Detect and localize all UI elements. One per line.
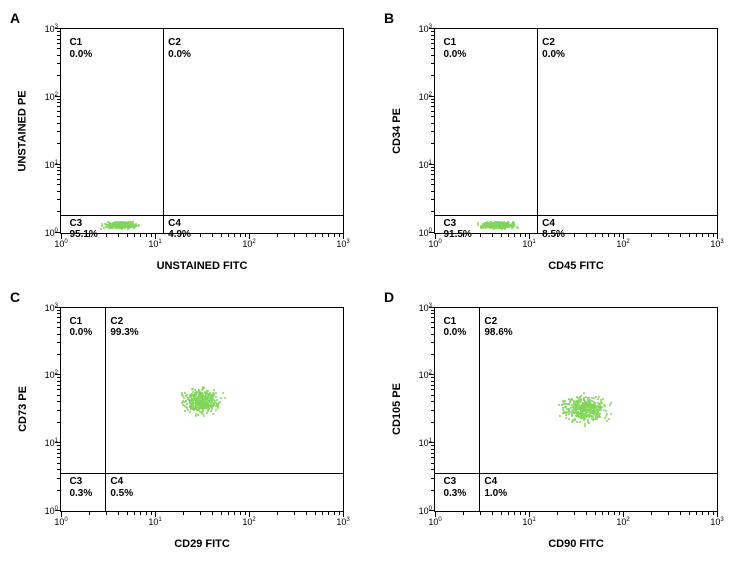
quadrant-label-c3: C3 0.3% [443, 476, 466, 499]
y-axis-label: UNSTAINED PE [16, 28, 30, 234]
x-tick-label: 102 [616, 517, 629, 527]
x-axis-label: CD45 FITC [434, 260, 718, 272]
panel-letter: B [384, 10, 394, 26]
x-tick-label: 102 [616, 239, 629, 249]
quadrant-vline [537, 29, 538, 233]
y-axis-label: CD105 PE [390, 307, 404, 513]
quadrant-hline [435, 215, 717, 216]
x-tick-label: 100 [428, 239, 441, 249]
quadrant-label-c4: C4 8.5% [542, 218, 565, 241]
quadrant-hline [435, 473, 717, 474]
y-tick-label: 103 [419, 24, 435, 34]
y-tick-label: 102 [45, 370, 61, 380]
y-tick-label: 100 [419, 506, 435, 516]
quadrant-label-c1: C1 0.0% [69, 37, 92, 60]
y-tick-label: 103 [419, 303, 435, 313]
y-tick-label: 100 [45, 506, 61, 516]
plot-region: 100100101101102102103103C1 0.0%C2 0.0%C3… [434, 28, 718, 234]
x-tick-label: 103 [336, 517, 349, 527]
panel-letter: A [10, 10, 20, 26]
plot-region: 100100101101102102103103C1 0.0%C2 0.0%C3… [60, 28, 344, 234]
x-tick-label: 101 [522, 239, 535, 249]
quadrant-vline [105, 308, 106, 512]
panel-d: D CD105 PE CD90 FITC 100100 101 101 102 102 103 1… [384, 289, 728, 553]
x-tick-label: 103 [710, 517, 723, 527]
quadrant-label-c3: C3 0.3% [69, 476, 92, 499]
x-tick-label: 100 [54, 517, 67, 527]
y-tick-label: 100 [45, 228, 61, 238]
quadrant-label-c1: C1 0.0% [443, 316, 466, 339]
x-tick-label: 102 [242, 239, 255, 249]
x-tick-label: 101 [148, 239, 161, 249]
quadrant-label-c4: C4 4.9% [168, 218, 191, 241]
quadrant-hline [61, 473, 343, 474]
y-tick-label: 100 [419, 228, 435, 238]
figure-grid: AUNSTAINED PEUNSTAINED FITC1001001011011… [10, 10, 728, 552]
y-tick-label: 102 [419, 92, 435, 102]
quadrant-label-c4: C4 1.0% [484, 476, 507, 499]
quadrant-label-c3: C3 95.1% [69, 218, 97, 241]
y-tick-label: 103 [45, 303, 61, 313]
quadrant-label-c3: C3 91.5% [443, 218, 471, 241]
y-tick-label: 101 [419, 438, 435, 448]
plot-region: 100100101101102102103103C1 0.0%C2 98.6%C… [434, 307, 718, 513]
quadrant-hline [61, 215, 343, 216]
x-axis-label: CD90 FITC [434, 538, 718, 550]
quadrant-label-c2: C2 98.6% [484, 316, 512, 339]
x-tick-label: 100 [428, 517, 441, 527]
quadrant-label-c4: C4 0.5% [110, 476, 133, 499]
panel-letter: C [10, 289, 20, 305]
quadrant-vline [479, 308, 480, 512]
quadrant-label-c2: C2 0.0% [542, 37, 565, 60]
x-axis-label: UNSTAINED FITC [60, 260, 344, 272]
quadrant-label-c2: C2 99.3% [110, 316, 138, 339]
y-axis-label: CD73 PE [16, 307, 30, 513]
quadrant-label-c1: C1 0.0% [443, 37, 466, 60]
x-tick-label: 100 [54, 239, 67, 249]
panel-c: C CD73 PE CD29 FITC 100100 101 101 102 102 103 10… [10, 289, 354, 553]
quadrant-vline [163, 29, 164, 233]
plot-box: 100100101101102102103103C1 0.0%C2 0.0%C3… [60, 28, 344, 234]
y-tick-label: 101 [45, 160, 61, 170]
plot-box: 100100101101102102103103C1 0.0%C2 98.6%C… [434, 307, 718, 513]
x-tick-label: 101 [148, 517, 161, 527]
plot-box: 100100101101102102103103C1 0.0%C2 99.3%C… [60, 307, 344, 513]
x-tick-label: 103 [336, 239, 349, 249]
panel-a: A UNSTAINED PE UNSTAINED FITC 100100 101 101 1… [10, 10, 354, 274]
x-tick-label: 101 [522, 517, 535, 527]
x-tick-label: 103 [710, 239, 723, 249]
panel-letter: D [384, 289, 394, 305]
panel-b: B CD34 PE CD45 FITC 100100 101 101 102 102 103 10… [384, 10, 728, 274]
y-tick-label: 103 [45, 24, 61, 34]
y-tick-label: 101 [45, 438, 61, 448]
plot-box: 100100101101102102103103C1 0.0%C2 0.0%C3… [434, 28, 718, 234]
y-tick-label: 101 [419, 160, 435, 170]
quadrant-label-c2: C2 0.0% [168, 37, 191, 60]
plot-region: 100100101101102102103103C1 0.0%C2 99.3%C… [60, 307, 344, 513]
y-tick-label: 102 [45, 92, 61, 102]
quadrant-label-c1: C1 0.0% [69, 316, 92, 339]
y-axis-label: CD34 PE [390, 28, 404, 234]
x-tick-label: 102 [242, 517, 255, 527]
x-axis-label: CD29 FITC [60, 538, 344, 550]
y-tick-label: 102 [419, 370, 435, 380]
